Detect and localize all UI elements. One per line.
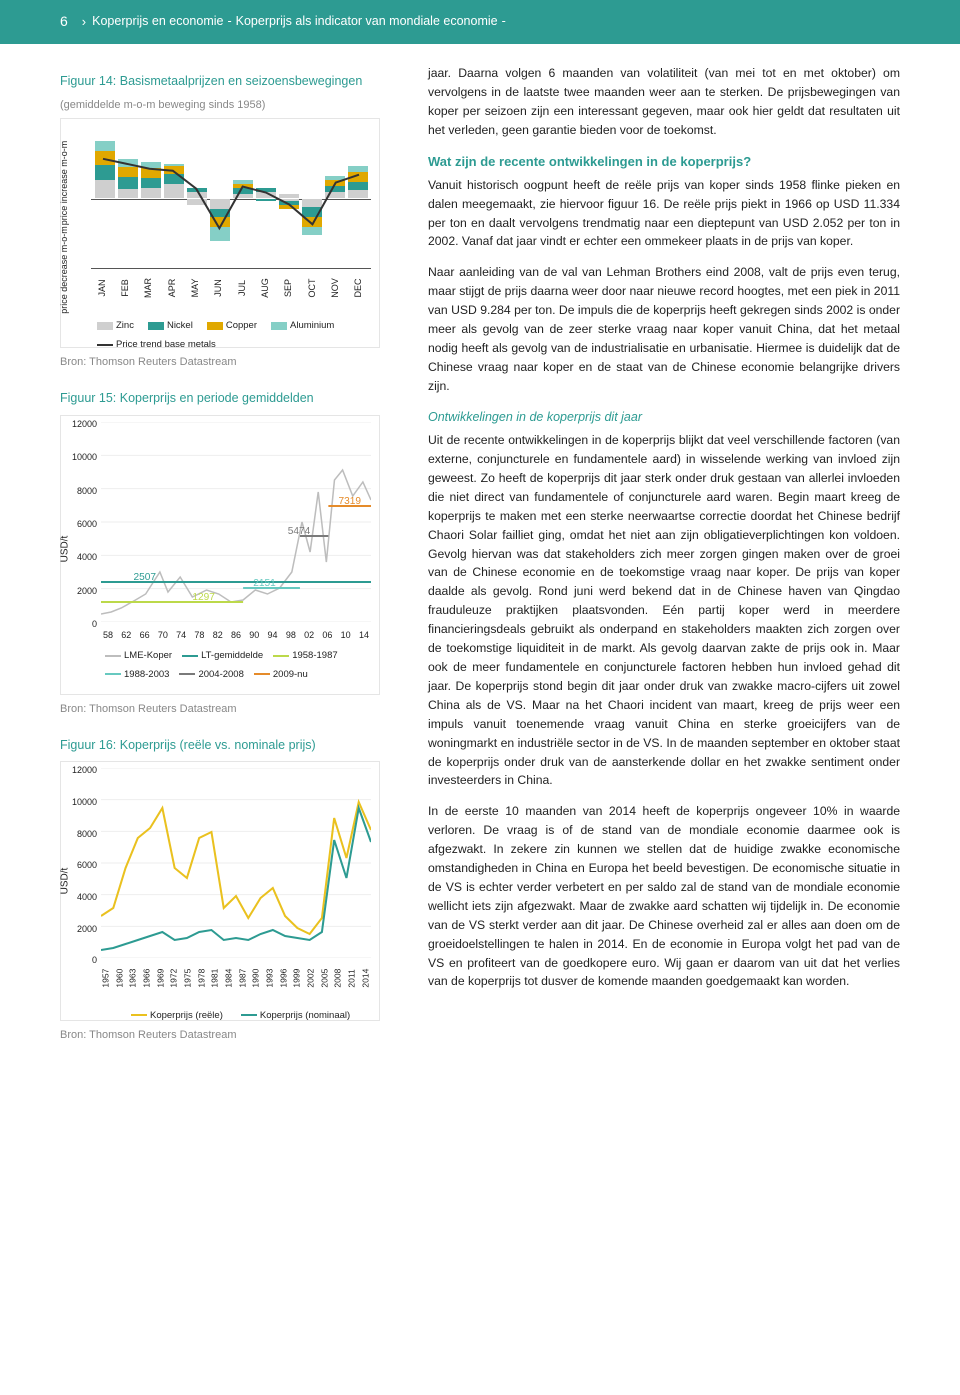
page-body: Figuur 14: Basismetaalprijzen en seizoen… [0,44,960,1062]
paragraph-5: In de eerste 10 maanden van 2014 heeft d… [428,802,900,991]
heading-this-year: Ontwikkelingen in de koperprijs dit jaar [428,408,900,427]
fig16-source: Bron: Thomson Reuters Datastream [60,1027,400,1044]
page-header: 6 › Koperprijs en economie - Koperprijs … [0,0,960,44]
fig14-chart: price increase m-o-m price decrease m-o-… [60,118,380,348]
heading-recent-dev: Wat zijn de recente ontwikkelingen in de… [428,152,900,172]
fig16-title: Figuur 16: Koperprijs (reële vs. nominal… [60,736,400,755]
fig15-source: Bron: Thomson Reuters Datastream [60,701,400,718]
svg-text:2507: 2507 [133,572,156,583]
fig14-title: Figuur 14: Basismetaalprijzen en seizoen… [60,72,400,91]
fig16-chart: USD/t 020004000600080001000012000 195719… [60,761,380,1021]
page-number: 6 [60,11,68,33]
fig15-title: Figuur 15: Koperprijs en periode gemidde… [60,389,400,408]
chevron-icon: › [82,12,86,32]
svg-text:7319: 7319 [339,496,362,507]
left-column: Figuur 14: Basismetaalprijzen en seizoen… [60,64,400,1062]
paragraph-4: Uit de recente ontwikkelingen in de kope… [428,431,900,790]
breadcrumb-1: Koperprijs en economie [92,12,223,31]
fig15-chart: USD/t 020004000600080001000012000 250712… [60,415,380,695]
paragraph-1: jaar. Daarna volgen 6 maanden van volati… [428,64,900,140]
paragraph-3: Naar aanleiding van de val van Lehman Br… [428,263,900,395]
fig14-subtitle: (gemiddelde m-o-m beweging sinds 1958) [60,97,400,114]
fig14-source: Bron: Thomson Reuters Datastream [60,354,400,371]
right-column: jaar. Daarna volgen 6 maanden van volati… [400,64,900,1062]
svg-text:2151: 2151 [253,578,276,589]
fig14-ylabel-top: price increase m-o-m [58,141,72,226]
svg-text:1297: 1297 [192,592,215,603]
paragraph-2: Vanuit historisch oogpunt heeft de reële… [428,176,900,252]
fig14-ylabel-bot: price decrease m-o-m [58,226,72,314]
breadcrumb-2: Koperprijs als indicator van mondiale ec… [236,12,498,31]
svg-text:5474: 5474 [288,526,311,537]
